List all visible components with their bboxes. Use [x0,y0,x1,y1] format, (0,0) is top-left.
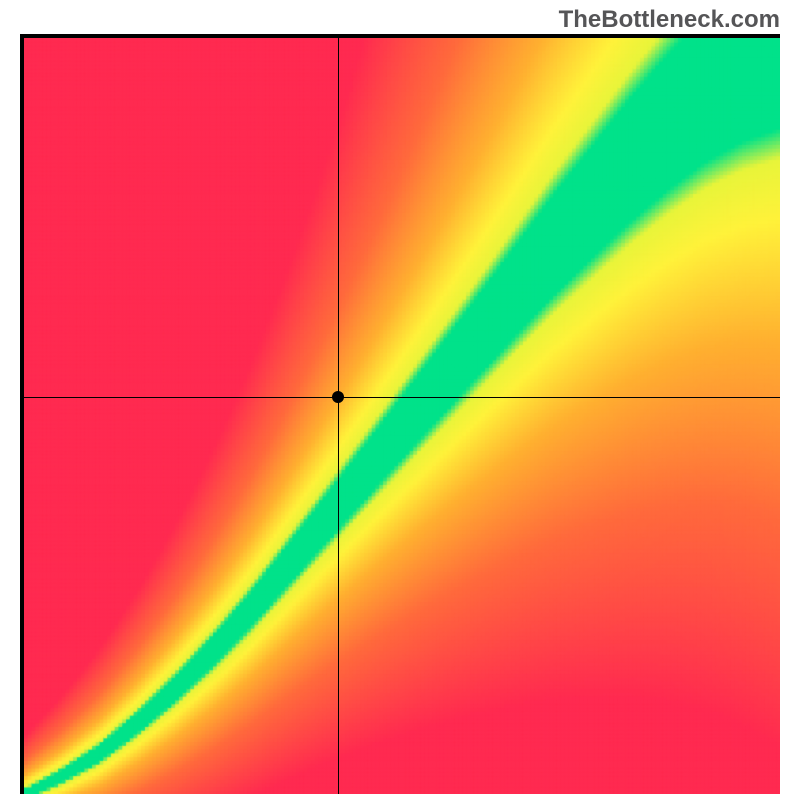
watermark-text: TheBottleneck.com [559,6,780,34]
heatmap-canvas [24,38,780,794]
crosshair-horizontal [24,397,780,398]
chart-container: TheBottleneck.com [0,0,800,800]
crosshair-vertical [338,38,339,794]
crosshair-marker [332,391,344,403]
plot-area [20,34,780,794]
